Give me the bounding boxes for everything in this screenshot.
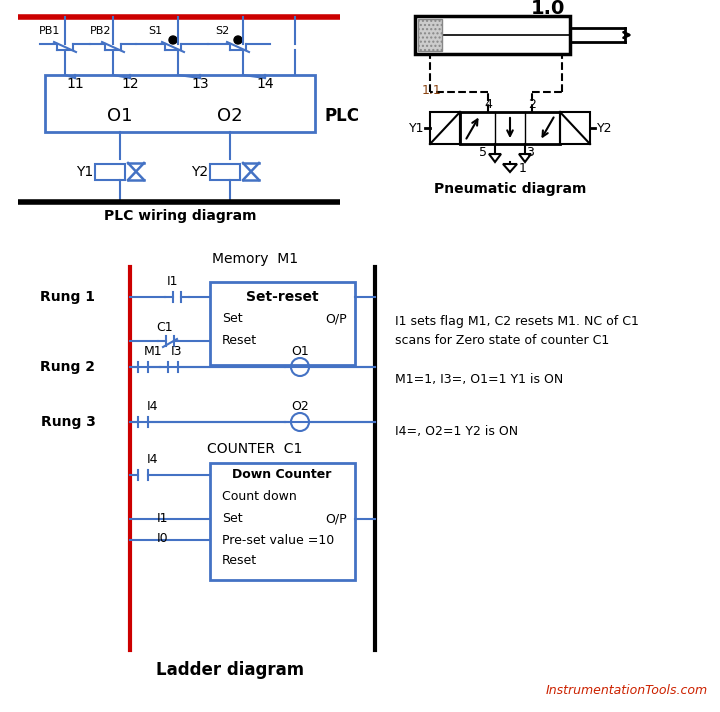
Bar [460,112,560,144]
Bar [210,164,240,180]
Text: Count down: Count down [222,491,297,503]
Bar [210,463,355,580]
Text: 1.1: 1.1 [422,85,442,98]
Text: PLC: PLC [325,107,360,125]
Text: I3: I3 [170,345,181,358]
Text: C1: C1 [157,321,174,334]
Text: S2: S2 [215,26,229,36]
Text: Down Counter: Down Counter [233,468,332,481]
Text: COUNTER  C1: COUNTER C1 [207,442,302,456]
Text: Reset: Reset [222,335,257,347]
Text: 2: 2 [528,98,536,111]
Bar [560,112,590,144]
Text: S1: S1 [148,26,162,36]
Text: Rung 2: Rung 2 [40,360,96,374]
Bar [210,282,355,365]
Text: O/P: O/P [325,513,346,525]
Text: Set: Set [222,313,243,325]
Text: Rung 1: Rung 1 [40,290,96,304]
Circle shape [169,36,177,44]
Text: Y2: Y2 [192,165,209,179]
Text: 4: 4 [484,98,492,111]
Bar [45,75,315,132]
Bar [418,19,442,51]
Text: 1.0: 1.0 [531,0,565,18]
Text: O2: O2 [291,400,309,413]
Text: I4: I4 [148,400,158,413]
Text: 11: 11 [66,77,84,91]
Text: Memory  M1: Memory M1 [212,252,298,266]
Text: InstrumentationTools.com: InstrumentationTools.com [546,684,708,696]
Bar [430,112,460,144]
Text: 13: 13 [192,77,209,91]
Text: I0: I0 [156,533,168,545]
Text: Set: Set [222,513,243,525]
Text: I4=, O2=1 Y2 is ON: I4=, O2=1 Y2 is ON [395,426,518,439]
Text: PLC wiring diagram: PLC wiring diagram [104,209,256,223]
Text: 14: 14 [256,77,274,91]
Text: I1 sets flag M1, C2 resets M1. NC of C1: I1 sets flag M1, C2 resets M1. NC of C1 [395,315,639,328]
Text: I4: I4 [148,453,158,466]
Text: Y1: Y1 [409,122,425,135]
Text: O1: O1 [107,107,132,125]
Text: O1: O1 [291,345,309,358]
Text: Y2: Y2 [598,122,613,135]
Text: scans for Zero state of counter C1: scans for Zero state of counter C1 [395,333,609,347]
Text: Reset: Reset [222,555,257,567]
Bar [95,164,125,180]
Bar [415,16,570,54]
Text: O/P: O/P [325,313,346,325]
Text: M1=1, I3=, O1=1 Y1 is ON: M1=1, I3=, O1=1 Y1 is ON [395,374,563,387]
Text: 1: 1 [519,162,527,174]
Text: PB1: PB1 [39,26,60,36]
Text: Pre-set value =10: Pre-set value =10 [222,533,334,547]
Text: O2: O2 [217,107,243,125]
Text: I1: I1 [156,511,168,525]
Text: 12: 12 [121,77,139,91]
Text: 5: 5 [479,147,487,159]
Text: I1: I1 [167,275,179,288]
Text: Ladder diagram: Ladder diagram [156,661,304,679]
Circle shape [234,36,242,44]
Text: Y1: Y1 [76,165,94,179]
Text: Rung 3: Rung 3 [40,415,96,429]
Text: M1: M1 [144,345,162,358]
Text: 3: 3 [526,147,534,159]
Text: PB2: PB2 [90,26,112,36]
Text: Set-reset: Set-reset [246,290,318,304]
Text: Pneumatic diagram: Pneumatic diagram [434,182,586,196]
